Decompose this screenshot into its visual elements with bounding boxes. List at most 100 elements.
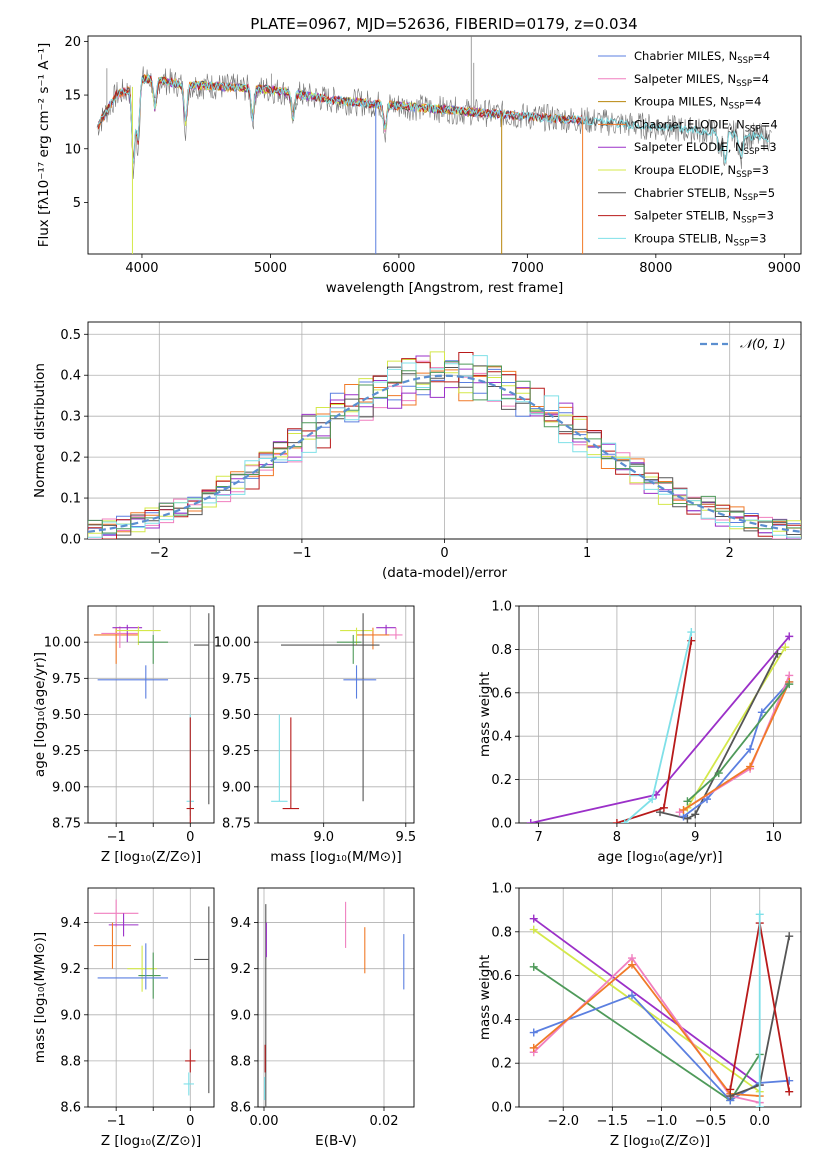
legend: 𝒩(0, 1)	[700, 336, 786, 351]
y-tick-label: 9.75	[52, 672, 81, 687]
plot-area	[88, 351, 801, 539]
legend-entry: Kroupa STELIB, NSSP=3	[634, 231, 766, 248]
axes-frame	[518, 887, 802, 1108]
y-tick-label: 10.00	[214, 636, 251, 651]
mass-weight-line	[686, 646, 787, 809]
legend-subscript: SSP	[737, 56, 753, 66]
x-axis-label: Z [log₁₀(Z/Z⊙)]	[101, 1133, 201, 1149]
mass-weight-line	[533, 956, 760, 1104]
x-axis-label: Z [log₁₀(Z/Z⊙)]	[610, 1133, 710, 1149]
legend-subscript: SSP	[741, 216, 757, 226]
x-tick-label: 2	[726, 546, 734, 561]
plot-area	[271, 613, 403, 810]
mass-weight-marker	[526, 819, 535, 823]
x-tick-label: 1	[583, 546, 591, 561]
y-axis-label: Flux [fλ10⁻¹⁷ erg cm⁻² s⁻¹ A⁻¹]	[36, 43, 52, 248]
legend-label: Kroupa ELODIE, N	[634, 163, 736, 177]
x-tick-label: 8000	[639, 261, 672, 276]
massweight-vs-z-panel: −2.0 −1.5 −1.0 −0.5 0.0 0.0 0.2 0.4 0.6 0.8 1.0 Z […	[477, 882, 802, 1149]
y-tick-label: 0.3	[60, 410, 81, 425]
x-tick-label: 0.0	[749, 1114, 770, 1129]
legend-label: Salpeter MILES, N	[634, 72, 736, 86]
y-axis-label: age [log₁₀(age/yr)]	[32, 652, 48, 777]
x-tick-label: 9.5	[395, 830, 416, 845]
mass-weight-marker	[529, 962, 538, 971]
plot-area	[96, 36, 772, 254]
mass-weight-marker	[612, 819, 621, 823]
y-tick-label: 9.00	[52, 780, 81, 795]
y-tick-label: 8.8	[60, 1054, 81, 1069]
y-axis-label: mass weight	[477, 672, 493, 757]
mass-weight-marker	[683, 797, 692, 806]
legend-subscript: SSP	[736, 79, 752, 89]
legend-entry: Kroupa MILES, NSSP=4	[634, 95, 761, 112]
y-tick-label: 9.50	[222, 708, 251, 723]
y-tick-label: 0.2	[491, 1057, 512, 1072]
x-tick-label: 10	[765, 830, 782, 845]
mass-weight-marker	[703, 795, 711, 804]
axes-frame	[87, 321, 802, 540]
axes-frame	[87, 35, 802, 255]
y-tick-label: 1.0	[491, 882, 512, 897]
x-tick-label: 5000	[254, 261, 287, 276]
legend-label: Salpeter ELODIE, N	[634, 140, 744, 154]
plot-area	[529, 910, 794, 1107]
mass-weight-marker	[757, 708, 766, 717]
axes-frame	[257, 605, 415, 824]
legend-label: Salpeter STELIB, N	[634, 209, 741, 223]
mass-weight-marker	[746, 762, 755, 771]
legend-subscript: SSP	[736, 170, 752, 180]
legend-suffix: =3	[760, 140, 777, 154]
y-tick-label: 0.5	[60, 328, 81, 343]
normal-curve	[88, 374, 801, 533]
axes-frame	[518, 605, 802, 824]
x-tick-label: −1.5	[597, 1114, 629, 1129]
legend-subscript: SSP	[744, 147, 760, 157]
x-tick-label: 0.00	[250, 1114, 279, 1129]
x-axis-label: age [log₁₀(age/yr)]	[597, 849, 722, 865]
mass-weight-line	[533, 917, 761, 1086]
x-axis-label: wavelength [Angstrom, rest frame]	[326, 280, 564, 296]
mass-weight-marker	[755, 910, 764, 919]
y-tick-label: 0.2	[60, 451, 81, 466]
mass-weight-marker	[627, 991, 636, 1000]
legend-subscript: SSP	[729, 102, 745, 112]
y-tick-label: 0.4	[60, 369, 81, 384]
axes-frame	[87, 887, 215, 1108]
y-tick-label: 10	[64, 142, 81, 157]
axes-frame	[257, 887, 415, 1108]
age-vs-mass-panel: 9.0 9.5 8.75 9.00 9.25 9.50 9.75 10.00 mass [log…	[214, 605, 416, 865]
mass-weight-marker	[620, 819, 629, 823]
mass-weight-marker	[691, 810, 700, 819]
mass-weight-line	[679, 675, 791, 813]
mass-weight-marker	[773, 649, 782, 658]
y-tick-label: 9.0	[230, 1008, 251, 1023]
legend-label: 𝒩(0, 1)	[740, 336, 786, 351]
mass-weight-marker	[648, 795, 657, 804]
y-axis-label: mass weight	[477, 955, 493, 1040]
y-tick-label: 8.8	[230, 1054, 251, 1069]
y-tick-label: 0.4	[491, 1013, 512, 1028]
y-axis-label: mass [log₁₀(M/M⊙)]	[32, 932, 48, 1063]
legend-entry: Chabrier MILES, NSSP=4	[634, 49, 770, 66]
x-tick-label: −1	[292, 546, 311, 561]
y-tick-label: 9.0	[60, 1008, 81, 1023]
y-tick-label: 9.25	[52, 744, 81, 759]
mass-weight-marker	[659, 803, 668, 812]
legend-entry: Chabrier STELIB, NSSP=5	[634, 186, 775, 203]
y-tick-label: 20	[64, 35, 81, 50]
x-tick-label: 9	[691, 830, 699, 845]
legend-suffix: =3	[757, 209, 774, 223]
mass-weight-marker	[529, 1043, 538, 1052]
y-tick-label: 0.1	[60, 492, 81, 507]
mass-weight-marker	[781, 643, 790, 652]
residual-histogram-step	[88, 361, 801, 534]
mass-weight-marker	[726, 1085, 735, 1094]
mass-weight-marker	[755, 1103, 764, 1107]
legend-suffix: =4	[744, 95, 761, 109]
y-tick-label: 0.6	[491, 686, 512, 701]
legend-suffix: =4	[752, 72, 769, 86]
model-spectrum-line	[97, 75, 586, 164]
legend-entry: Chabrier ELODIE, NSSP=4	[634, 117, 778, 134]
